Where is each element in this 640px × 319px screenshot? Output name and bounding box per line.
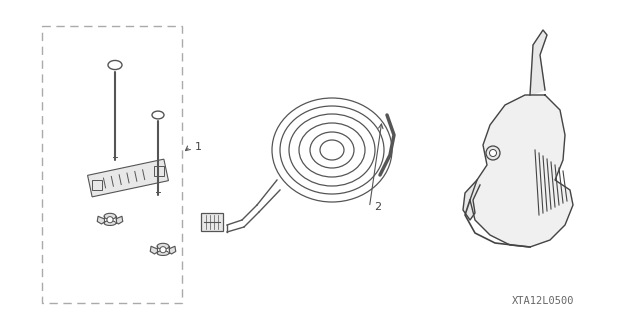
Ellipse shape <box>152 111 164 119</box>
Ellipse shape <box>157 251 169 256</box>
Circle shape <box>160 247 166 253</box>
Ellipse shape <box>490 150 497 157</box>
Polygon shape <box>470 95 573 247</box>
Bar <box>92 180 102 190</box>
Circle shape <box>107 217 113 223</box>
Bar <box>201 213 223 231</box>
Bar <box>154 166 164 176</box>
Ellipse shape <box>108 60 122 70</box>
Polygon shape <box>169 246 176 254</box>
Ellipse shape <box>104 213 116 219</box>
Bar <box>42 26 182 303</box>
Ellipse shape <box>104 221 116 226</box>
Polygon shape <box>88 159 168 197</box>
Polygon shape <box>150 246 157 254</box>
Polygon shape <box>97 216 104 224</box>
Text: XTA12L0500: XTA12L0500 <box>512 296 575 306</box>
Polygon shape <box>116 216 123 224</box>
Ellipse shape <box>320 140 344 160</box>
Polygon shape <box>530 30 547 95</box>
Text: 2: 2 <box>374 202 381 212</box>
Text: 1: 1 <box>195 142 202 152</box>
Polygon shape <box>463 180 480 220</box>
Ellipse shape <box>157 243 169 249</box>
Ellipse shape <box>486 146 500 160</box>
